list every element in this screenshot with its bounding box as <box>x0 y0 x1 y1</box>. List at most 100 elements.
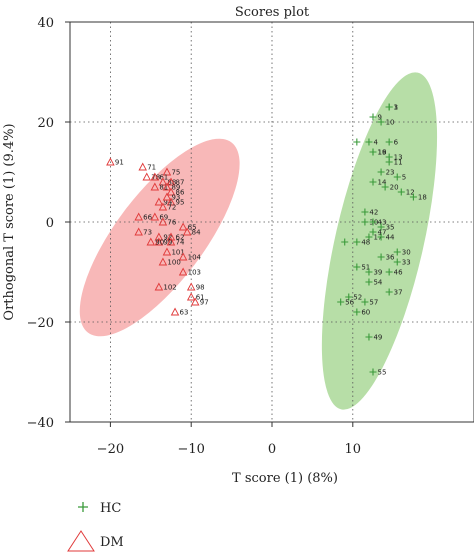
point-label: 57 <box>369 299 378 307</box>
point-hc <box>377 118 385 126</box>
point-label: 95 <box>176 199 185 207</box>
y-tick-label: 0 <box>46 216 54 231</box>
point-hc <box>365 138 373 146</box>
point-label: 52 <box>353 294 362 302</box>
point-dm <box>138 162 147 171</box>
point-dm <box>158 217 168 226</box>
point-dm <box>178 222 188 231</box>
point-label: 88 <box>167 179 176 187</box>
point-dm <box>178 267 188 276</box>
x-tick-label: −10 <box>177 442 204 457</box>
point-dm <box>182 227 192 236</box>
point-dm <box>106 157 115 166</box>
point-hc <box>337 298 345 306</box>
point-hc <box>365 233 373 241</box>
point-label: 101 <box>171 249 184 257</box>
point-dm <box>162 182 172 191</box>
point-hc <box>365 333 373 341</box>
point-label: 87 <box>176 179 185 187</box>
point-label: 48 <box>361 239 370 247</box>
point-label: 92 <box>163 234 172 242</box>
point-label: 84 <box>192 229 201 237</box>
point-hc <box>381 183 389 191</box>
y-tick-label: 20 <box>37 116 54 131</box>
point-label: 75 <box>171 169 180 177</box>
legend-label-dm: DM <box>100 535 124 550</box>
point-dm <box>134 212 143 221</box>
plus-marker-icon <box>78 502 88 512</box>
point-dm <box>166 187 176 196</box>
point-dm <box>154 232 164 241</box>
point-label: 5 <box>402 174 406 182</box>
x-tick-label: 0 <box>268 442 276 457</box>
point-label: 72 <box>167 204 176 212</box>
point-dm <box>146 237 156 246</box>
legend: HC DM <box>67 501 124 552</box>
point-label: 102 <box>163 284 176 292</box>
point-label: 30 <box>402 249 411 257</box>
x-tick-label: 10 <box>345 442 362 457</box>
point-label: 47 <box>378 229 387 237</box>
point-hc <box>385 138 393 146</box>
legend-item-hc: HC <box>78 501 121 516</box>
point-hc <box>365 268 373 276</box>
point-label: 6 <box>394 139 399 147</box>
point-label: 94 <box>163 199 172 207</box>
point-label: 76 <box>167 219 176 227</box>
point-label: 103 <box>188 269 201 277</box>
point-label: 89 <box>171 184 180 192</box>
point-dm <box>166 232 176 241</box>
point-label: 39 <box>373 269 382 277</box>
point-hc <box>397 188 405 196</box>
point-label: 81 <box>159 184 168 192</box>
point-label: 1 <box>394 104 398 112</box>
point-dm <box>162 247 172 256</box>
y-axis-label: Orthogonal T score (1) (9.4%) <box>2 123 17 320</box>
point-dm <box>162 167 172 176</box>
point-label: 60 <box>361 309 370 317</box>
point-label: 99 <box>163 239 172 247</box>
point-label: 10 <box>386 119 395 127</box>
point-hc <box>409 193 417 201</box>
point-label: 13 <box>394 154 403 162</box>
point-label: 78 <box>151 174 160 182</box>
point-label: 19 <box>378 149 387 157</box>
confidence-ellipse-hc <box>321 72 438 410</box>
point-label: 62 <box>176 234 185 242</box>
point-dm <box>186 292 196 301</box>
point-label: 11 <box>394 159 403 167</box>
point-label: 44 <box>386 234 395 242</box>
point-label: 69 <box>159 214 168 222</box>
point-hc <box>369 178 377 186</box>
point-label: 61 <box>159 174 168 182</box>
point-hc <box>341 238 349 246</box>
point-label: 66 <box>143 214 152 222</box>
point-label: 33 <box>402 259 411 267</box>
point-hc <box>353 138 361 146</box>
point-dm <box>190 297 200 306</box>
point-hc <box>369 113 377 121</box>
point-label: 104 <box>188 254 202 262</box>
point-hc <box>377 233 385 241</box>
point-dm <box>142 172 152 181</box>
confidence-ellipse-dm <box>79 138 240 337</box>
y-tick-label: −20 <box>27 316 54 331</box>
point-label: 97 <box>200 299 209 307</box>
point-label: 51 <box>361 264 370 272</box>
point-label: 90 <box>155 239 164 247</box>
point-label: 14 <box>378 179 387 187</box>
point-label: 23 <box>386 169 395 177</box>
triangle-marker-icon <box>67 530 95 552</box>
point-label: 3 <box>394 104 398 112</box>
point-hc <box>353 308 361 316</box>
point-hc <box>369 228 377 236</box>
point-label: 46 <box>394 269 403 277</box>
point-hc <box>353 263 361 271</box>
point-label: 100 <box>167 259 180 267</box>
point-hc <box>385 288 393 296</box>
x-axis-label: T score (1) (8%) <box>232 471 338 486</box>
point-dm <box>154 197 164 206</box>
point-label: 74 <box>176 239 185 247</box>
point-label: 71 <box>147 164 156 172</box>
